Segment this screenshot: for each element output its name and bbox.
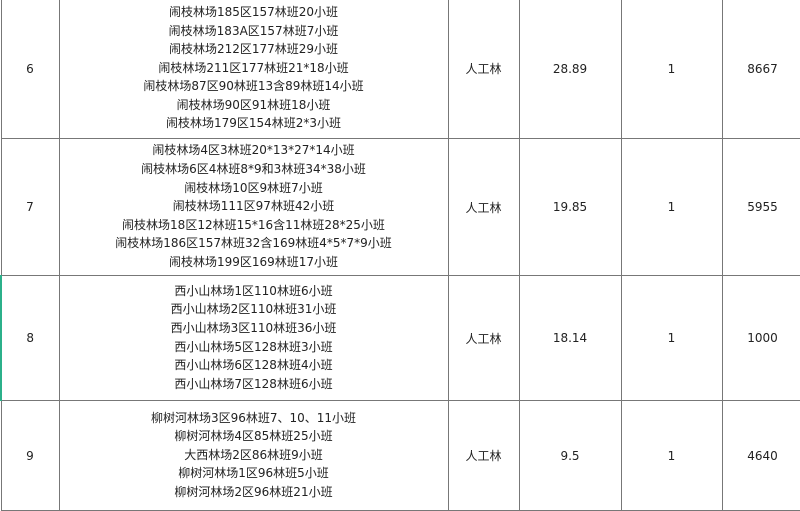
location-line: 西小山林场7区128林班6小班 <box>174 376 333 391</box>
count-cell: 1 <box>620 400 723 511</box>
table-row: 6 闹枝林场185区157林班20小班 闹枝林场183A区157林班7小班 闹枝林场2… <box>0 0 800 139</box>
location-line: 西小山林场6区128林班4小班 <box>174 358 333 373</box>
location-line: 闹枝林场199区169林班17小班 <box>168 254 339 269</box>
locations-cell: 闹枝林场185区157林班20小班 闹枝林场183A区157林班7小班 闹枝林场21… <box>58 0 449 139</box>
location-line: 柳树河林场3区96林班7、10、11小班 <box>150 410 357 425</box>
location-line: 闹枝林场211区177林班21*18小班 <box>158 60 349 75</box>
location-line: 闹枝林场90区91林班18小班 <box>176 97 331 112</box>
value-cell: 8667 <box>721 0 800 139</box>
area-cell: 28.89 <box>518 0 622 139</box>
locations-cell: 西小山林场1区110林班6小班 西小山林场2区110林班31小班 西小山林场3区11… <box>58 275 449 401</box>
location-line: 西小山林场1区110林班6小班 <box>174 283 333 298</box>
row-number-cell: 8 <box>0 275 60 401</box>
count-cell: 1 <box>620 138 723 276</box>
locations-cell: 柳树河林场3区96林班7、10、11小班 柳树河林场4区85林班25小班 大西林场2… <box>58 400 449 511</box>
value-cell: 4640 <box>721 400 800 511</box>
area-cell: 9.5 <box>518 400 622 511</box>
location-line: 西小山林场3区110林班36小班 <box>170 320 337 335</box>
value-cell: 5955 <box>721 138 800 276</box>
location-line: 闹枝林场183A区157林班7小班 <box>168 23 339 38</box>
forest-type-cell: 人工林 <box>447 0 520 139</box>
table-row: 7 闹枝林场4区3林班20*13*27*14小班 闹枝林场6区4林班8*9和3林班3… <box>0 138 800 276</box>
location-line: 柳树河林场4区85林班25小班 <box>174 429 333 444</box>
table-row: 9 柳树河林场3区96林班7、10、11小班 柳树河林场4区85林班25小班 大西林场… <box>0 400 800 511</box>
locations-cell: 闹枝林场4区3林班20*13*27*14小班 闹枝林场6区4林班8*9和3林班34… <box>58 138 449 276</box>
forest-type-cell: 人工林 <box>447 275 520 401</box>
value-cell: 1000 <box>721 275 800 401</box>
area-cell: 19.85 <box>518 138 622 276</box>
row-number-cell: 7 <box>0 138 60 276</box>
location-line: 闹枝林场18区12林班15*16含11林班28*25小班 <box>122 217 385 232</box>
count-cell: 1 <box>620 275 723 401</box>
location-line: 柳树河林场2区96林班21小班 <box>174 484 333 499</box>
count-cell: 1 <box>620 0 723 139</box>
forest-type-cell: 人工林 <box>447 138 520 276</box>
location-line: 大西林场2区86林班9小班 <box>184 447 323 462</box>
table-row: 8 西小山林场1区110林班6小班 西小山林场2区110林班31小班 西小山林场3区1… <box>0 275 800 401</box>
location-line: 西小山林场5区128林班3小班 <box>174 339 333 354</box>
row-number-cell: 9 <box>0 400 60 511</box>
location-line: 柳树河林场1区96林班5小班 <box>178 466 329 481</box>
location-line: 闹枝林场186区157林班32含169林班4*5*7*9小班 <box>115 236 392 251</box>
location-line: 闹枝林场185区157林班20小班 <box>168 4 339 19</box>
location-line: 闹枝林场10区9林班7小班 <box>184 180 323 195</box>
location-line: 闹枝林场179区154林班2*3小班 <box>165 116 342 131</box>
location-line: 闹枝林场111区97林班42小班 <box>172 199 335 214</box>
forest-type-cell: 人工林 <box>447 400 520 511</box>
location-line: 闹枝林场212区177林班29小班 <box>168 42 339 57</box>
area-cell: 18.14 <box>518 275 622 401</box>
location-line: 西小山林场2区110林班31小班 <box>170 302 337 317</box>
location-line: 闹枝林场6区4林班8*9和3林班34*38小班 <box>141 162 366 177</box>
row-number-cell: 6 <box>0 0 60 139</box>
location-line: 闹枝林场87区90林班13含89林班14小班 <box>143 79 364 94</box>
location-line: 闹枝林场4区3林班20*13*27*14小班 <box>152 143 355 158</box>
